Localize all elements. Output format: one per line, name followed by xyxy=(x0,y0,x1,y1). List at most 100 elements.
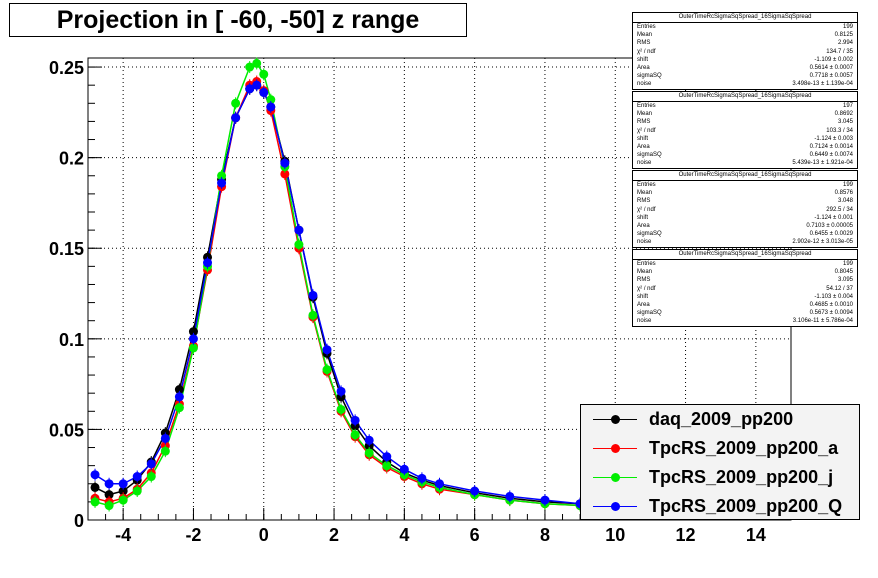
stats-row: sigmaSQ 0.6455 ± 0.0029 xyxy=(633,230,857,238)
data-point xyxy=(382,461,392,471)
y-axis: 0 0.05 0.1 0.15 0.2 0.25 xyxy=(49,58,102,531)
stats-row: Area 0.4685 ± 0.0010 xyxy=(633,301,857,309)
stats-row: Mean 0.8045 xyxy=(633,268,857,276)
stats-value: 0.8045 xyxy=(834,269,853,276)
data-point xyxy=(308,310,318,320)
stats-row: RMS 3.045 xyxy=(633,118,857,126)
legend-marker xyxy=(611,444,620,453)
stats-value: 3.045 xyxy=(837,119,853,126)
stats-row: RMS 3.095 xyxy=(633,276,857,284)
stats-label: sigmaSQ xyxy=(637,73,662,80)
data-point xyxy=(350,415,360,425)
stats-label: Mean xyxy=(637,269,653,276)
stats-label: Area xyxy=(637,64,650,71)
legend-marker xyxy=(611,473,620,482)
legend-item: TpcRS_2009_pp200_j xyxy=(581,463,859,492)
stats-row: noise 5.439e-13 ± 1.921e-04 xyxy=(633,159,857,167)
stats-box: OuterTimeRcSigmaSqSpread_16SigmaSqSpread… xyxy=(632,12,858,90)
x-tick-label: 6 xyxy=(470,525,480,545)
data-point xyxy=(217,178,227,188)
data-point xyxy=(146,459,156,469)
stats-value: -1.109 ± 0.002 xyxy=(814,56,853,63)
data-point xyxy=(90,497,100,507)
legend-item: daq_2009_pp200 xyxy=(581,405,859,434)
stats-row: χ² / ndf 54.12 / 37 xyxy=(633,285,857,293)
data-point xyxy=(104,490,114,500)
data-point xyxy=(231,113,241,123)
stats-title: OuterTimeRcSigmaSqSpread_16SigmaSqSpread xyxy=(633,92,857,102)
stats-label: Entries xyxy=(637,182,656,188)
stats-value: 0.8576 xyxy=(834,190,853,197)
stats-title: OuterTimeRcSigmaSqSpread_16SigmaSqSpread xyxy=(633,13,857,23)
stats-label: shift xyxy=(637,293,649,300)
y-tick-label: 0.1 xyxy=(59,330,84,350)
stats-row: shift -1.103 ± 0.004 xyxy=(633,293,857,301)
stats-label: noise xyxy=(637,160,652,167)
stats-row: Area 0.7124 ± 0.0014 xyxy=(633,143,857,151)
stats-value: 0.5614 ± 0.0007 xyxy=(809,64,853,71)
stats-row: χ² / ndf 103.3 / 34 xyxy=(633,127,857,135)
stats-label: Entries xyxy=(637,103,656,109)
data-point xyxy=(188,343,198,353)
stats-label: Mean xyxy=(637,32,653,39)
y-tick-label: 0 xyxy=(74,511,84,531)
data-point xyxy=(280,169,290,179)
data-point xyxy=(364,435,374,445)
stats-row: RMS 2.994 xyxy=(633,39,857,47)
data-point xyxy=(470,486,480,496)
data-point xyxy=(382,452,392,462)
stats-title: OuterTimeRcSigmaSqSpread_16SigmaSqSpread xyxy=(633,250,857,260)
x-tick-label: -2 xyxy=(185,525,201,545)
data-point xyxy=(280,158,290,168)
x-axis: -4 -2 0 2 4 6 8 10 12 14 xyxy=(87,508,792,545)
stats-label: RMS xyxy=(637,40,651,47)
stats-row: noise 2.902e-12 ± 3.013e-05 xyxy=(633,238,857,246)
legend-label: TpcRS_2009_pp200_Q xyxy=(649,496,843,516)
stats-label: shift xyxy=(637,135,649,142)
stats-value: 0.4685 ± 0.0010 xyxy=(809,301,853,308)
stats-row: sigmaSQ 0.7718 ± 0.0057 xyxy=(633,72,857,80)
stats-label: Area xyxy=(637,222,650,229)
data-point xyxy=(435,479,444,489)
legend-label: TpcRS_2009_pp200_j xyxy=(649,467,834,487)
stats-row: Entries 199 xyxy=(633,23,857,31)
legend-label: TpcRS_2009_pp200_a xyxy=(649,438,839,458)
stats-row: sigmaSQ 0.6449 ± 0.0074 xyxy=(633,151,857,159)
stats-row: χ² / ndf 292.5 / 34 xyxy=(633,206,857,214)
stats-label: Area xyxy=(637,143,650,150)
stats-label: RMS xyxy=(637,198,651,205)
x-tick-label: 2 xyxy=(329,525,339,545)
stats-row: Entries 199 xyxy=(633,260,857,268)
stats-value: 0.8125 xyxy=(834,32,853,39)
data-point xyxy=(336,386,346,396)
data-point xyxy=(322,345,332,355)
data-point xyxy=(259,69,269,79)
stats-label: χ² / ndf xyxy=(637,127,656,134)
stats-label: Entries xyxy=(637,261,656,267)
data-point xyxy=(540,495,550,505)
x-tick-label: -4 xyxy=(115,525,131,545)
legend-marker xyxy=(611,502,620,511)
data-point xyxy=(118,479,128,489)
data-point xyxy=(231,98,241,108)
stats-box: OuterTimeRcSigmaSqSpread_16SigmaSqSpread… xyxy=(632,249,858,327)
data-point xyxy=(322,365,332,375)
stats-value: 134.7 / 35 xyxy=(826,48,853,55)
stats-label: RMS xyxy=(637,119,651,126)
data-point xyxy=(160,446,170,456)
stats-box: OuterTimeRcSigmaSqSpread_16SigmaSqSpread… xyxy=(632,91,858,169)
stats-row: Area 0.7103 ± 0.00005 xyxy=(633,222,857,230)
stats-value: 0.7124 ± 0.0014 xyxy=(809,143,853,150)
legend-label: daq_2009_pp200 xyxy=(649,409,794,429)
stats-label: shift xyxy=(637,214,649,221)
stats-value: 0.5673 ± 0.0094 xyxy=(809,310,853,317)
stats-row: RMS 3.048 xyxy=(633,197,857,205)
stats-label: shift xyxy=(637,56,649,63)
stats-value: 0.7718 ± 0.0057 xyxy=(809,73,853,80)
stats-row: χ² / ndf 134.7 / 35 xyxy=(633,48,857,56)
data-point xyxy=(417,473,427,483)
stats-value: 3.106e-11 ± 5.786e-04 xyxy=(792,318,853,325)
stats-value: -1.124 ± 0.003 xyxy=(814,135,853,142)
stats-value: 199 xyxy=(842,24,853,30)
legend-marker xyxy=(611,415,620,424)
